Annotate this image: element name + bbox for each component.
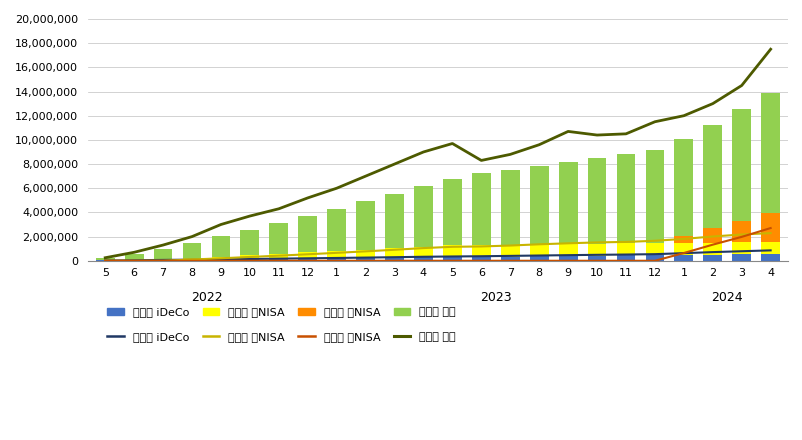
Bar xyxy=(356,258,375,261)
Bar xyxy=(616,243,634,256)
Bar xyxy=(558,256,577,261)
Bar xyxy=(153,249,172,260)
Bar xyxy=(760,242,779,254)
Bar xyxy=(500,169,519,245)
Bar xyxy=(760,254,779,261)
Bar xyxy=(356,249,375,258)
Bar xyxy=(327,258,346,261)
Bar xyxy=(414,246,432,257)
Legend: 評価額 iDeCo, 評価額 旧NISA, 評価額 新NISA, 評価額 特定: 評価額 iDeCo, 評価額 旧NISA, 評価額 新NISA, 評価額 特定 xyxy=(107,332,456,341)
Bar xyxy=(760,213,779,242)
Bar xyxy=(703,125,721,228)
Bar xyxy=(674,255,692,261)
Bar xyxy=(645,150,663,243)
Bar xyxy=(269,254,288,259)
Bar xyxy=(645,243,663,255)
Bar xyxy=(240,230,259,256)
Bar xyxy=(674,235,692,243)
Bar xyxy=(616,256,634,261)
Bar xyxy=(327,251,346,258)
Bar xyxy=(731,220,750,242)
Bar xyxy=(645,255,663,261)
Bar xyxy=(703,242,721,255)
Bar xyxy=(298,253,317,259)
Bar xyxy=(674,243,692,255)
Bar xyxy=(153,260,172,261)
Bar xyxy=(182,243,201,258)
Bar xyxy=(443,257,461,261)
Bar xyxy=(731,109,750,220)
Bar xyxy=(587,158,606,244)
Bar xyxy=(240,256,259,259)
Bar xyxy=(182,258,201,260)
Bar xyxy=(529,257,548,261)
Text: 2024: 2024 xyxy=(711,291,742,304)
Bar xyxy=(587,256,606,261)
Bar xyxy=(385,258,403,261)
Bar xyxy=(95,258,115,260)
Bar xyxy=(472,257,490,261)
Bar xyxy=(731,242,750,254)
Bar xyxy=(674,139,692,235)
Bar xyxy=(327,209,346,251)
Text: 2022: 2022 xyxy=(190,291,222,304)
Bar xyxy=(182,260,201,261)
Bar xyxy=(356,201,375,249)
Bar xyxy=(703,228,721,242)
Bar xyxy=(124,260,144,261)
Bar xyxy=(472,245,490,257)
Bar xyxy=(731,254,750,261)
Bar xyxy=(414,257,432,261)
Bar xyxy=(616,154,634,243)
Bar xyxy=(385,248,403,258)
Bar xyxy=(529,165,548,244)
Bar xyxy=(414,186,432,246)
Bar xyxy=(760,93,779,213)
Bar xyxy=(211,236,230,257)
Bar xyxy=(211,259,230,261)
Bar xyxy=(240,259,259,261)
Bar xyxy=(211,257,230,259)
Bar xyxy=(385,194,403,248)
Bar xyxy=(298,259,317,261)
Bar xyxy=(558,162,577,244)
Bar xyxy=(529,244,548,257)
Bar xyxy=(500,245,519,257)
Bar xyxy=(500,257,519,261)
Bar xyxy=(269,259,288,261)
Bar xyxy=(298,216,317,253)
Bar xyxy=(443,179,461,245)
Bar xyxy=(124,254,144,260)
Bar xyxy=(443,245,461,257)
Bar xyxy=(558,244,577,256)
Bar xyxy=(472,173,490,245)
Text: 2023: 2023 xyxy=(480,291,511,304)
Bar xyxy=(587,244,606,256)
Bar xyxy=(269,223,288,254)
Bar xyxy=(703,255,721,261)
